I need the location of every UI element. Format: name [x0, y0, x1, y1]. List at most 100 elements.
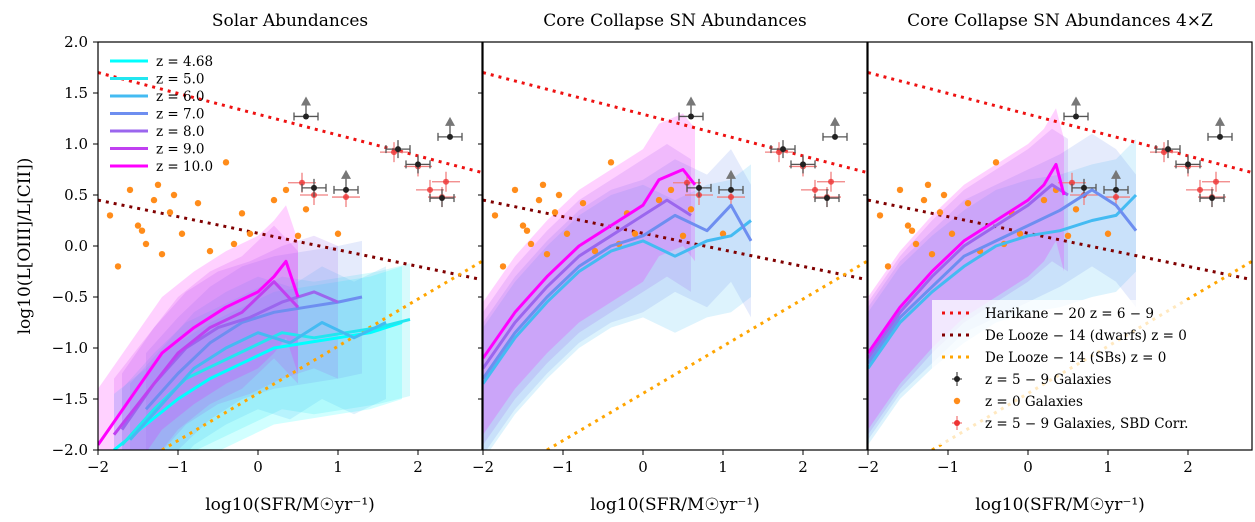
legend-label: z = 0 Galaxies [985, 394, 1083, 410]
hz-galaxy-point [1165, 146, 1171, 153]
hz-galaxy-point [415, 161, 421, 168]
sbd-galaxy-point [728, 194, 734, 201]
legend-swatch [954, 376, 960, 382]
legend-observations: Harikane − 20 z = 6 − 9 De Looze − 14 (dw… [932, 300, 1248, 445]
panel-title: Core Collapse SN Abundances [543, 11, 806, 31]
y-tick-label: 1.0 [64, 135, 88, 153]
hz-galaxy-point [1073, 113, 1079, 120]
y-tick-label: 2.0 [64, 33, 88, 51]
z0-galaxy-point [523, 227, 531, 234]
band-z5.0 [122, 263, 410, 450]
x-tick-label: 2 [1183, 458, 1193, 476]
series-line-z10.0 [483, 168, 697, 360]
z0-galaxy-point [194, 199, 202, 207]
legend-label: Harikane − 20 z = 6 − 9 [985, 306, 1154, 322]
band-z7.0 [868, 133, 1136, 440]
hz-galaxy-point [311, 184, 317, 191]
y-tick-label: 0.5 [64, 186, 88, 204]
z0-galaxy-point [896, 186, 904, 194]
sbd-galaxy-point [1197, 186, 1203, 193]
reference-line-2 [868, 198, 1252, 282]
upper-arrow-icon [341, 169, 351, 179]
series-line-z6.0 [128, 321, 387, 441]
legend-label: De Looze − 14 (SBs) z = 0 [985, 350, 1166, 366]
hz-galaxy-point [1081, 184, 1087, 191]
reference-line-1 [98, 71, 482, 175]
x-axis-label: log10(SFR/M☉yr⁻¹) [590, 495, 760, 515]
series-line-z7.0 [144, 295, 363, 411]
panel-title: Core Collapse SN Abundances 4×Z [907, 11, 1213, 31]
z0-galaxy-point [158, 250, 166, 258]
sbd-galaxy-point [684, 179, 690, 186]
plot-area [483, 71, 867, 450]
legend-label: z = 9.0 [156, 142, 204, 158]
z0-galaxy-point [134, 222, 142, 229]
z0-galaxy-point [876, 212, 884, 219]
sbd-galaxy-point [443, 178, 449, 185]
z0-galaxy-point [687, 206, 695, 213]
y-tick-label: −2.0 [52, 441, 88, 459]
sbd-galaxy-point [1113, 194, 1119, 201]
z0-galaxy-point [539, 181, 547, 188]
band-z4.68 [114, 266, 402, 450]
legend-label: z = 5 − 9 Galaxies, SBD Corr. [985, 416, 1188, 432]
hz-galaxy-point [696, 184, 702, 191]
z0-galaxy-point [655, 196, 663, 204]
z0-galaxy-point [527, 240, 535, 248]
z0-galaxy-point [246, 230, 254, 237]
z0-galaxy-point [667, 186, 675, 194]
hz-galaxy-point [1185, 161, 1191, 168]
hz-galaxy-point [447, 133, 453, 140]
series-line-z7.0 [868, 188, 1138, 365]
z0-galaxy-point [940, 191, 948, 199]
reference-line-3 [546, 260, 867, 450]
z0-galaxy-point [884, 263, 892, 270]
legend-swatch [953, 397, 961, 405]
z0-galaxy-point [170, 191, 178, 199]
upper-arrow-icon [1111, 169, 1121, 179]
series-line-z8.0 [868, 183, 1069, 360]
legend-box [932, 300, 1248, 445]
z0-galaxy-point [270, 196, 278, 204]
z0-galaxy-point [511, 186, 519, 194]
upper-arrow-icon [726, 169, 736, 179]
x-tick-label: −1 [552, 458, 574, 476]
z0-galaxy-point [178, 230, 186, 237]
plot-area [868, 71, 1252, 450]
z0-galaxy-point [920, 196, 928, 204]
x-tick-label: 1 [1103, 458, 1113, 476]
legend-label: De Looze − 14 (dwarfs) z = 0 [985, 328, 1187, 344]
z0-galaxy-point [535, 196, 543, 204]
series-line-z6.0 [868, 193, 1138, 370]
z0-galaxy-point [607, 159, 615, 166]
band-z6.0 [130, 266, 386, 450]
upper-arrow-icon [830, 116, 840, 126]
upper-arrow-icon [1071, 96, 1081, 106]
sbd-galaxy-point [1213, 178, 1219, 185]
z0-galaxy-point [936, 209, 944, 216]
hz-galaxy-point [824, 195, 830, 202]
sbd-galaxy-point [427, 186, 433, 193]
z0-galaxy-point [679, 232, 687, 239]
z0-galaxy-point [294, 232, 302, 239]
z0-galaxy-point [519, 222, 527, 229]
hz-galaxy-point [780, 146, 786, 153]
z0-galaxy-point [222, 159, 230, 166]
upper-arrow-icon [1215, 116, 1225, 126]
z0-galaxy-point [206, 247, 214, 255]
z0-galaxy-point [334, 230, 342, 237]
z0-galaxy-point [302, 206, 310, 213]
z0-galaxy-point [230, 240, 238, 248]
x-tick-label: −1 [167, 458, 189, 476]
plot-area [98, 71, 482, 450]
legend-label: z = 5.0 [156, 72, 204, 88]
x-tick-label: 0 [638, 458, 648, 476]
hz-galaxy-point [395, 146, 401, 153]
x-tick-label: −1 [937, 458, 959, 476]
y-tick-label: 0.0 [64, 237, 88, 255]
y-axis-label: log10(L[OIII]/L[CII]) [15, 158, 35, 335]
legend-label: z = 7.0 [156, 107, 204, 123]
z0-galaxy-point [1072, 206, 1080, 213]
z0-galaxy-point [948, 230, 956, 237]
hz-galaxy-point [303, 113, 309, 120]
